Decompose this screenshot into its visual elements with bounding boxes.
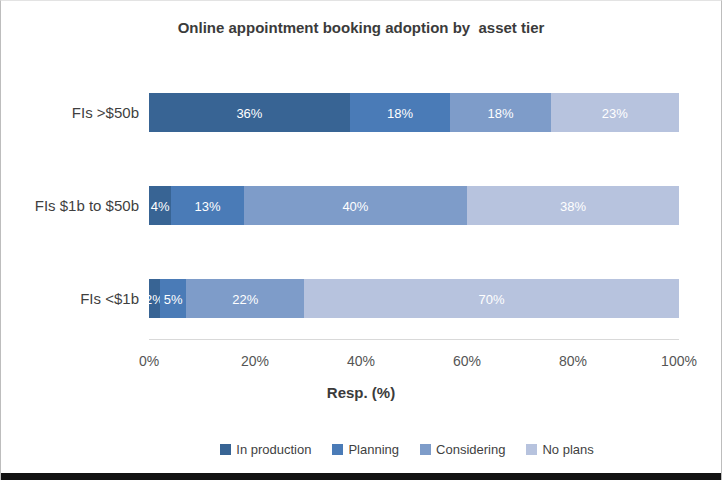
bar-segment: 18% (350, 93, 450, 132)
bar-segment-label: 22% (232, 291, 258, 306)
bar-segment-label: 36% (236, 105, 262, 120)
legend-item: Planning (332, 442, 399, 457)
bar-row: FIs $1b to $50b 4% 13% 40% 38% (1, 186, 721, 225)
bar-segment-label: 13% (195, 198, 221, 213)
x-axis-tick-label: 40% (329, 353, 393, 369)
legend-swatch-icon (420, 444, 431, 455)
bar-segment: 22% (186, 279, 304, 318)
bar-segment-label: 23% (602, 105, 628, 120)
bar-segment-label: 18% (487, 105, 513, 120)
bar-row: FIs <$1b 2% 5% 22% 70% (1, 279, 721, 318)
bar-segment-label: 40% (342, 198, 368, 213)
x-axis-tick-label: 100% (647, 353, 711, 369)
bar-segment: 4% (149, 186, 171, 225)
bar-segment: 40% (244, 186, 467, 225)
x-axis-line (149, 339, 679, 340)
legend-item: In production (220, 442, 311, 457)
bar-segment: 5% (160, 279, 187, 318)
bar-segment: 70% (304, 279, 679, 318)
stacked-bar: 36% 18% 18% 23% (149, 93, 679, 132)
x-axis-title: Resp. (%) (1, 384, 721, 401)
legend: In production Planning Considering No plans (93, 442, 721, 457)
stacked-bar: 4% 13% 40% 38% (149, 186, 679, 225)
bar-row: FIs >$50b 36% 18% 18% 23% (1, 93, 721, 132)
stacked-bar: 2% 5% 22% 70% (149, 279, 679, 318)
bar-segment-label: 5% (164, 291, 183, 306)
legend-item: No plans (526, 442, 593, 457)
legend-swatch-icon (332, 444, 343, 455)
legend-item: Considering (420, 442, 505, 457)
bar-segment-label: 38% (560, 198, 586, 213)
legend-label: Planning (348, 442, 399, 457)
category-label: FIs >$50b (1, 93, 139, 132)
bar-segment: 18% (450, 93, 550, 132)
x-axis-tick-label: 80% (541, 353, 605, 369)
bar-segment-label: 70% (479, 291, 505, 306)
legend-label: In production (236, 442, 311, 457)
category-label: FIs <$1b (1, 279, 139, 318)
legend-label: Considering (436, 442, 505, 457)
bar-segment: 36% (149, 93, 350, 132)
legend-label: No plans (542, 442, 593, 457)
bar-segment-label: 4% (151, 198, 170, 213)
legend-swatch-icon (526, 444, 537, 455)
x-axis-tick-label: 60% (435, 353, 499, 369)
legend-swatch-icon (220, 444, 231, 455)
bar-segment: 38% (467, 186, 679, 225)
category-label: FIs $1b to $50b (1, 186, 139, 225)
bar-segment: 13% (171, 186, 244, 225)
bottom-border-rule (1, 473, 721, 480)
plot-area: FIs >$50b 36% 18% 18% 23% FIs $1b to $50b 4% 13… (1, 1, 721, 480)
bar-segment-label: 18% (387, 105, 413, 120)
bar-segment: 2% (149, 279, 160, 318)
bar-segment: 23% (551, 93, 679, 132)
chart-frame: Online appointment booking adoption by a… (0, 0, 722, 480)
x-axis-tick-label: 0% (117, 353, 181, 369)
x-axis-tick-label: 20% (223, 353, 287, 369)
